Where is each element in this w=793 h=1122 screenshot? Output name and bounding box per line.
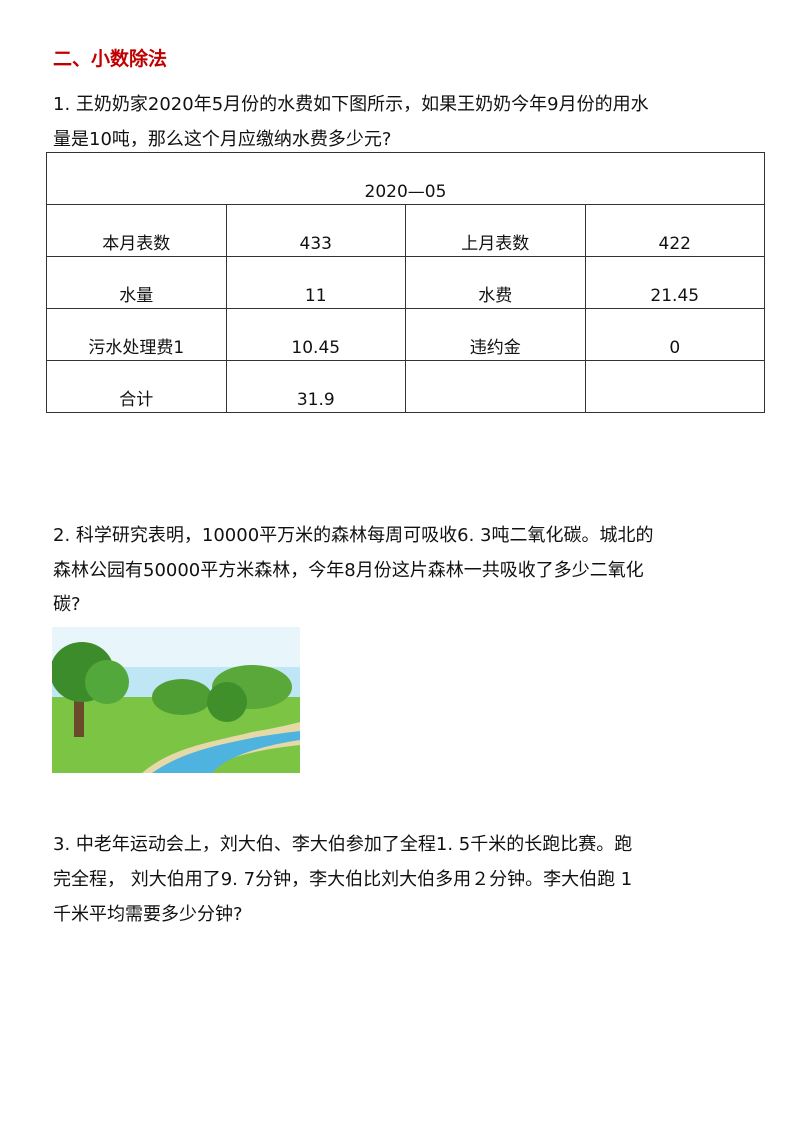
table-row: 水量 11 水费 21.45 bbox=[46, 256, 765, 309]
table-row: 合计 31.9 bbox=[46, 360, 765, 413]
cell: 污水处理费1 bbox=[46, 308, 227, 361]
question-1-line-1: 1. 王奶奶家2020年5月份的水费如下图所示，如果王奶奶今年9月份的用水 bbox=[53, 94, 649, 115]
cell: 11 bbox=[225, 256, 406, 309]
cell: 违约金 bbox=[405, 308, 586, 361]
cell: 433 bbox=[225, 204, 406, 257]
section-title: 二、小数除法 bbox=[53, 48, 168, 70]
question-3-line-3: 千米平均需要多少分钟? bbox=[53, 904, 243, 925]
cell: 水费 bbox=[405, 256, 586, 309]
cell: 上月表数 bbox=[405, 204, 586, 257]
table-row: 本月表数 433 上月表数 422 bbox=[46, 204, 765, 257]
cell: 0 bbox=[584, 308, 765, 361]
cell: 422 bbox=[584, 204, 765, 257]
cell bbox=[584, 360, 765, 413]
cell bbox=[405, 360, 586, 413]
bill-title: 2020—05 bbox=[46, 152, 765, 205]
question-1-line-2: 量是10吨，那么这个月应缴纳水费多少元? bbox=[53, 129, 392, 150]
cell: 10.45 bbox=[225, 308, 406, 361]
table-row: 污水处理费1 10.45 违约金 0 bbox=[46, 308, 765, 361]
forest-park-illustration bbox=[52, 627, 300, 773]
question-2-line-2: 森林公园有50000平方米森林，今年8月份这片森林一共吸收了多少二氧化 bbox=[53, 560, 644, 581]
cell: 本月表数 bbox=[46, 204, 227, 257]
water-bill-table: 2020—05 本月表数 433 上月表数 422 水量 11 水费 21.45 污水处理费… bbox=[46, 152, 765, 413]
cell: 水量 bbox=[46, 256, 227, 309]
cell: 21.45 bbox=[584, 256, 765, 309]
cell: 合计 bbox=[46, 360, 227, 413]
cell: 31.9 bbox=[225, 360, 406, 413]
question-2-line-1: 2. 科学研究表明，10000平万米的森林每周可吸收6. 3吨二氧化碳。城北的 bbox=[53, 525, 654, 546]
question-3-line-2: 完全程， 刘大伯用了9. 7分钟，李大伯比刘大伯多用２分钟。李大伯跑 1 bbox=[53, 869, 633, 890]
question-2-line-3: 碳? bbox=[53, 594, 81, 615]
question-3-line-1: 3. 中老年运动会上，刘大伯、李大伯参加了全程1. 5千米的长跑比赛。跑 bbox=[53, 834, 633, 855]
